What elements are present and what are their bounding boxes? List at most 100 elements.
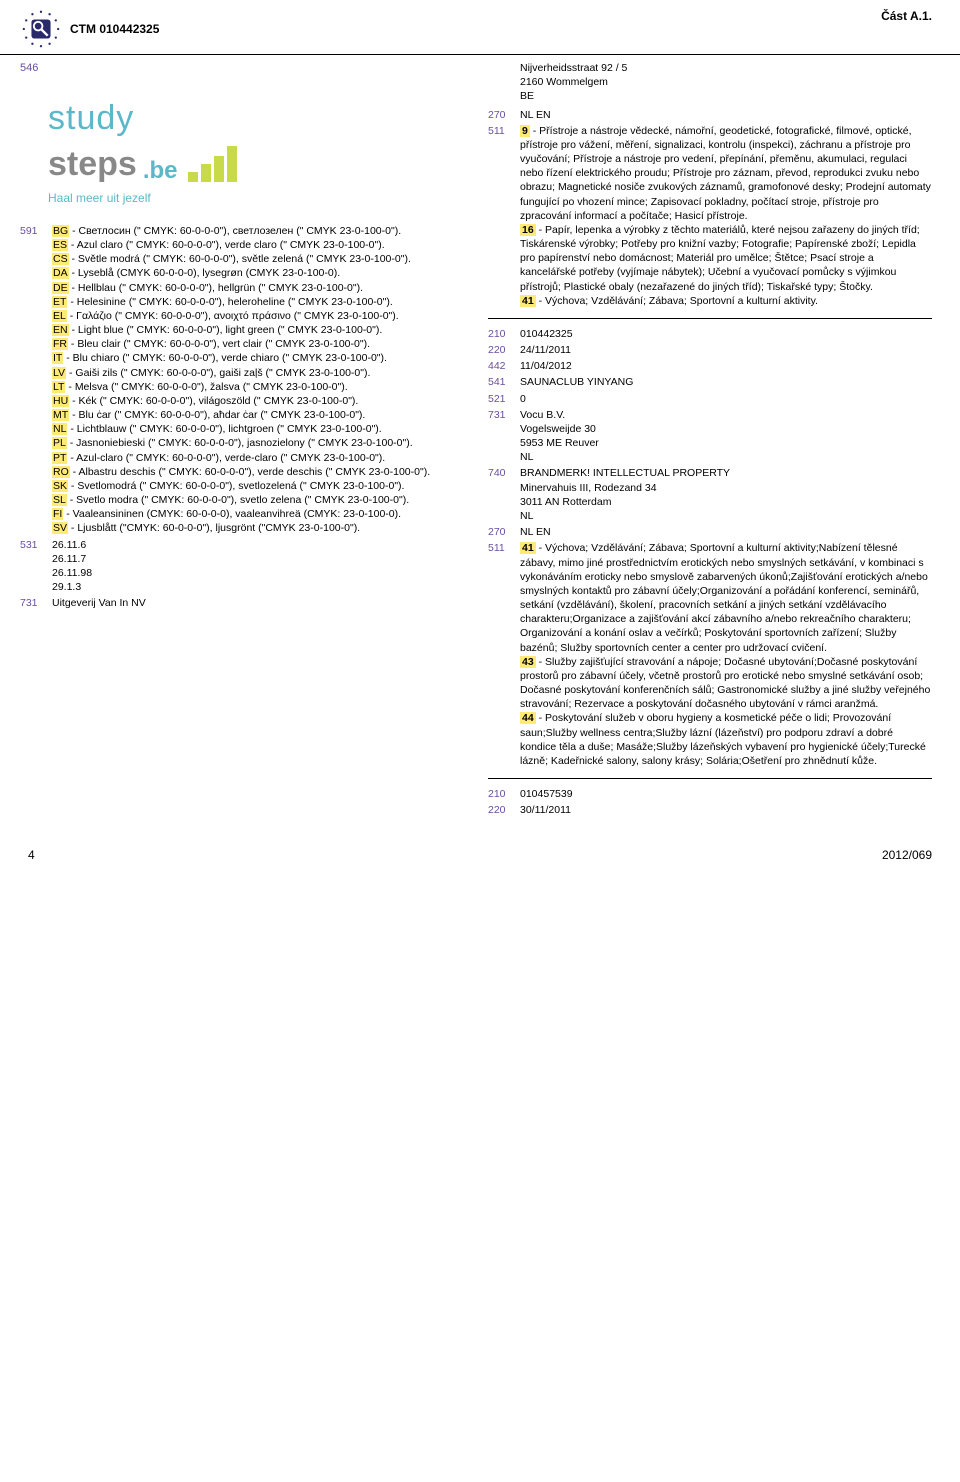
field-270-a: 270 NL EN: [488, 108, 932, 122]
color-line: CS - Světle modrá (" CMYK: 60-0-0-0"), s…: [52, 252, 464, 266]
color-text: - Svetlomodrá (" CMYK: 60-0-0-0"), svetl…: [68, 480, 404, 492]
part-label: Část A.1.: [881, 8, 932, 24]
field-591-num: 591: [20, 224, 52, 536]
color-line: LT - Melsva (" CMYK: 60-0-0-0"), žalsva …: [52, 380, 464, 394]
address-line: 2160 Wommelgem: [520, 75, 932, 89]
e2-442: 44211/04/2012: [488, 359, 932, 373]
text-line: NL: [520, 509, 932, 523]
field-511-a: 511 9 - Přístroje a nástroje vědecké, ná…: [488, 124, 932, 308]
color-line: NL - Lichtblauw (" CMYK: 60-0-0-0"), lic…: [52, 422, 464, 436]
field-num: 442: [488, 359, 520, 373]
class-num: 41: [520, 542, 536, 554]
class-41: 41 - Výchova; Vzdělávání; Zábava; Sporto…: [520, 294, 932, 308]
color-line: BG - Светлосин (" CMYK: 60-0-0-0"), свет…: [52, 224, 464, 238]
applicant-name: Uitgeverij Van In NV: [52, 596, 464, 610]
lang-code: LT: [52, 381, 65, 393]
class-41: 41 - Výchova; Vzdělávání; Zábava; Sporto…: [520, 541, 932, 654]
issue-number: 2012/069: [882, 847, 932, 863]
color-text: - Vaaleansininen (CMYK: 60-0-0-0), vaale…: [63, 508, 401, 520]
lang-code: SL: [52, 494, 67, 506]
representative-block: BRANDMERK! INTELLECTUAL PROPERTYMinervah…: [520, 466, 932, 523]
color-text: - Helesinine (" CMYK: 60-0-0-0"), helero…: [67, 296, 392, 308]
field-val: NL EN: [520, 108, 932, 122]
lang-code: MT: [52, 409, 69, 421]
field-val: 30/11/2011: [520, 803, 932, 817]
lang-code: CS: [52, 253, 69, 265]
lang-code: ES: [52, 239, 68, 251]
field-731-num: 731: [20, 596, 52, 610]
vienna-code: 26.11.6: [52, 538, 464, 552]
text-line: BRANDMERK! INTELLECTUAL PROPERTY: [520, 466, 932, 480]
lang-code: LV: [52, 367, 66, 379]
color-line: DE - Hellblau (" CMYK: 60-0-0-0"), hellg…: [52, 281, 464, 295]
color-text: - Jasnoniebieski (" CMYK: 60-0-0-0"), ja…: [67, 437, 413, 449]
trademark-image: study steps.be Haal meer uit jezelf: [48, 96, 308, 206]
color-line: PL - Jasnoniebieski (" CMYK: 60-0-0-0"),…: [52, 436, 464, 450]
e2-521: 5210: [488, 392, 932, 406]
e2-511: 511 41 - Výchova; Vzdělávání; Zábava; Sp…: [488, 541, 932, 768]
entry-separator: [488, 318, 932, 319]
class-text: - Přístroje a nástroje vědecké, námořní,…: [520, 125, 931, 222]
field-val: 010457539: [520, 787, 932, 801]
class-text: - Výchova; Vzdělávání; Zábava; Sportovní…: [536, 295, 818, 307]
lang-code: EL: [52, 310, 67, 322]
class-list: 9 - Přístroje a nástroje vědecké, námořn…: [520, 124, 932, 308]
field-val: 0: [520, 392, 932, 406]
class-num: 43: [520, 656, 536, 668]
color-line: RO - Albastru deschis (" CMYK: 60-0-0-0"…: [52, 465, 464, 479]
text-line: Minervahuis III, Rodezand 34: [520, 481, 932, 495]
header-left: CTM 010442325: [20, 8, 159, 50]
color-line: ET - Helesinine (" CMYK: 60-0-0-0"), hel…: [52, 295, 464, 309]
field-num: 521: [488, 392, 520, 406]
field-num: 270: [488, 108, 520, 122]
field-731: 731 Uitgeverij Van In NV: [20, 596, 464, 610]
color-text: - Bleu clair (" CMYK: 60-0-0-0"), vert c…: [68, 338, 370, 350]
lang-code: IT: [52, 352, 63, 364]
e2-541: 541SAUNACLUB YINYANG: [488, 375, 932, 389]
field-591: 591 BG - Светлосин (" CMYK: 60-0-0-0"), …: [20, 224, 464, 536]
vienna-code: 26.11.7: [52, 552, 464, 566]
logo-study: study: [48, 96, 308, 142]
lang-code: BG: [52, 225, 69, 237]
color-line: PT - Azul-claro (" CMYK: 60-0-0-0"), ver…: [52, 451, 464, 465]
color-text: - Kék (" CMYK: 60-0-0-0"), világoszöld (…: [69, 395, 358, 407]
color-text: - Ljusblått ("CMYK: 60-0-0-0"), ljusgrön…: [68, 522, 360, 534]
e2-220: 22024/11/2011: [488, 343, 932, 357]
lang-code: HU: [52, 395, 69, 407]
right-column: Nijverheidsstraat 92 / 52160 WommelgemBE…: [488, 61, 932, 819]
field-531-num: 531: [20, 538, 52, 595]
color-line: LV - Gaiši zils (" CMYK: 60-0-0-0"), gai…: [52, 366, 464, 380]
color-line: IT - Blu chiaro (" CMYK: 60-0-0-0"), ver…: [52, 351, 464, 365]
field-num: 220: [488, 343, 520, 357]
lang-code: PL: [52, 437, 67, 449]
field-num: 541: [488, 375, 520, 389]
applicant-block: Vocu B.V.Vogelsweijde 305953 ME ReuverNL: [520, 408, 932, 465]
class-num: 9: [520, 125, 530, 137]
vienna-code: 26.11.98: [52, 566, 464, 580]
color-text: - Light blue (" CMYK: 60-0-0-0"), light …: [69, 324, 383, 336]
class-9: 9 - Přístroje a nástroje vědecké, námořn…: [520, 124, 932, 223]
class-num: 44: [520, 712, 536, 724]
text-line: 3011 AN Rotterdam: [520, 495, 932, 509]
field-val: 24/11/2011: [520, 343, 932, 357]
class-num: 41: [520, 295, 536, 307]
logo-steps: steps: [48, 142, 137, 188]
class-16: 16 - Papír, lepenka a výrobky z těchto m…: [520, 223, 932, 294]
color-line: HU - Kék (" CMYK: 60-0-0-0"), világoszöl…: [52, 394, 464, 408]
eu-logo-icon: [20, 8, 62, 50]
lang-code: RO: [52, 466, 70, 478]
lang-code: DE: [52, 282, 69, 294]
color-text: - Hellblau (" CMYK: 60-0-0-0"), hellgrün…: [69, 282, 363, 294]
vienna-codes: 26.11.626.11.726.11.9829.1.3: [52, 538, 464, 595]
color-line: ES - Azul claro (" CMYK: 60-0-0-0"), ver…: [52, 238, 464, 252]
lang-code: EN: [52, 324, 69, 336]
lang-code: NL: [52, 423, 67, 435]
class-text: - Služby zajišťující stravování a nápoje…: [520, 656, 930, 711]
color-text: - Светлосин (" CMYK: 60-0-0-0"), светлоз…: [69, 225, 401, 237]
field-num: 220: [488, 803, 520, 817]
field-num: 511: [488, 124, 520, 308]
color-text: - Gaiši zils (" CMYK: 60-0-0-0"), gaiši …: [66, 367, 370, 379]
class-list: 41 - Výchova; Vzdělávání; Zábava; Sporto…: [520, 541, 932, 768]
color-text: - Melsva (" CMYK: 60-0-0-0"), žalsva (" …: [65, 381, 347, 393]
trademark-name: SAUNACLUB YINYANG: [520, 375, 932, 389]
